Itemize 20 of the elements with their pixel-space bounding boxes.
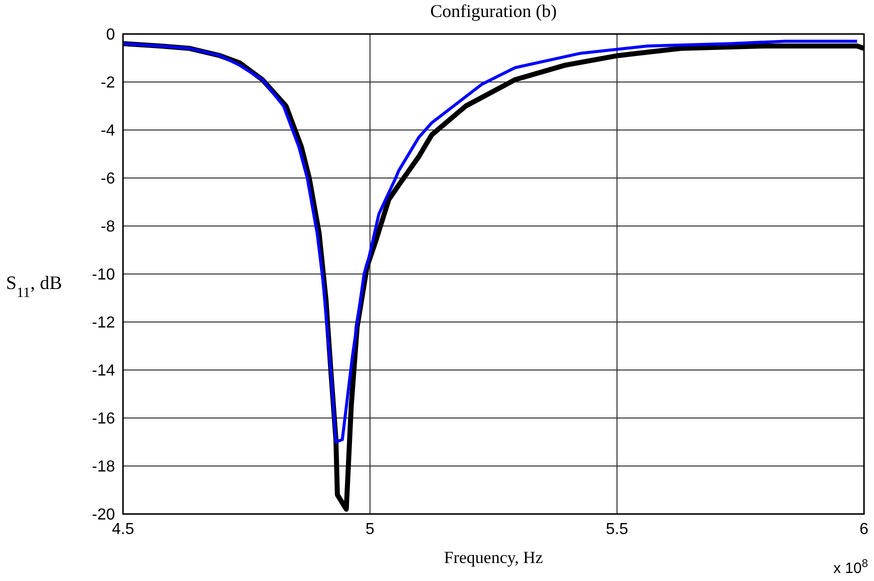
y-tick-label: -4 — [100, 122, 116, 140]
y-tick-label: -6 — [100, 170, 116, 188]
x-tick-label: 6 — [860, 521, 869, 538]
x-tick-label: 4.5 — [112, 521, 134, 538]
y-tick-label: -20 — [92, 506, 116, 524]
y-tick-label: -10 — [92, 266, 116, 284]
y-tick-label: -18 — [92, 458, 116, 476]
line-series — [122, 40, 859, 444]
y-tick-label: -16 — [92, 410, 116, 428]
y-tick-label: -8 — [100, 218, 116, 236]
y-tick-label: -14 — [92, 362, 116, 380]
chart-title: Configuration (b) — [430, 1, 557, 21]
y-tick-label: 0 — [106, 26, 116, 44]
x-tick-label: 5.5 — [606, 521, 628, 538]
x-tick-label: 5 — [366, 521, 375, 538]
text: x 10$^{8}$ — [833, 558, 868, 577]
y-tick-label: -2 — [100, 74, 116, 92]
x-axis-title: Frequency, Hz — [444, 548, 544, 567]
y-axis-title: S$_{11}$, dB — [6, 273, 62, 301]
y-tick-label: -12 — [92, 314, 116, 332]
